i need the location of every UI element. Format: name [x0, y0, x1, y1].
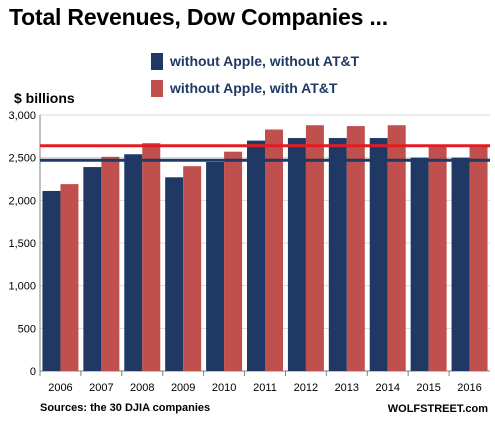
bar-series-2-2015 [428, 144, 447, 371]
bar-series-1-2008 [124, 154, 143, 371]
y-tick-label: 3,000 [8, 110, 36, 122]
y-tick-label: 1,500 [8, 238, 36, 250]
y-tick-label: 500 [18, 323, 36, 335]
bar-series-1-2006 [42, 190, 61, 371]
bar-series-1-2011 [247, 140, 265, 371]
x-tick-label-2012: 2012 [294, 382, 318, 394]
bar-series-2-2007 [101, 156, 120, 371]
bar-series-1-2009 [165, 177, 184, 371]
bar-series-1-2012 [287, 138, 306, 371]
x-tick-label-2011: 2011 [253, 382, 277, 394]
legend-swatch-series-2 [151, 80, 163, 97]
bar-series-1-2013 [328, 138, 347, 371]
credit-label: WOLFSTREET.com [387, 403, 488, 415]
bar-series-1-2016 [451, 157, 470, 371]
legend-swatch-series-1 [151, 53, 163, 70]
x-tick-label-2006: 2006 [48, 382, 72, 394]
legend-label-series-2: without Apple, with AT&T [170, 80, 338, 96]
bar-series-2-2014 [387, 125, 406, 372]
bar-series-2-2013 [346, 126, 365, 372]
bar-series-2-2006 [60, 184, 79, 371]
source-note: Sources: the 30 DJIA companies [40, 402, 211, 414]
bar-series-2-2009 [183, 166, 202, 371]
y-tick-label: 2,500 [8, 153, 36, 165]
bar-series-2-2016 [469, 144, 488, 371]
x-tick-label-2010: 2010 [212, 382, 236, 394]
x-tick-label-2016: 2016 [457, 382, 481, 394]
x-tick-label-2014: 2014 [375, 382, 399, 394]
y-axis-label: $ billions [14, 90, 75, 106]
x-tick-label-2009: 2009 [171, 382, 195, 394]
x-tick-label-2008: 2008 [130, 382, 154, 394]
bar-series-1-2010 [206, 161, 225, 371]
bar-series-2-2008 [142, 143, 161, 371]
chart-title: Total Revenues, Dow Companies ... [9, 4, 388, 30]
bar-series-1-2015 [410, 157, 429, 371]
bar-series-1-2014 [369, 138, 388, 371]
bar-series-2-2011 [265, 129, 283, 371]
y-tick-label: 1,000 [8, 281, 36, 293]
x-tick-label-2015: 2015 [416, 382, 440, 394]
x-tick-label-2007: 2007 [89, 382, 113, 394]
x-tick-label-2013: 2013 [335, 382, 359, 394]
bar-series-2-2012 [305, 125, 324, 372]
y-tick-label: 2,000 [8, 195, 36, 207]
y-tick-label: 0 [30, 366, 36, 378]
legend-label-series-1: without Apple, without AT&T [170, 53, 360, 69]
bar-series-2-2010 [224, 151, 243, 371]
bar-series-1-2007 [83, 167, 102, 371]
